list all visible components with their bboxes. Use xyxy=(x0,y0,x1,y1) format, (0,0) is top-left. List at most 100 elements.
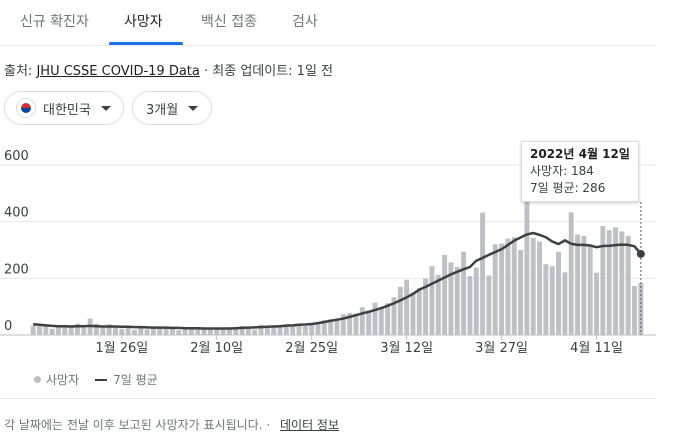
death-bar xyxy=(499,243,505,335)
legend-bar-swatch xyxy=(34,376,41,383)
death-bar xyxy=(30,325,36,335)
legend-line-swatch xyxy=(95,378,108,381)
death-bar xyxy=(239,325,245,335)
death-bar xyxy=(62,325,68,335)
death-bar xyxy=(581,235,587,335)
tooltip-date: 2022년 4월 12일 xyxy=(530,147,630,161)
death-bar xyxy=(537,241,543,335)
death-bar xyxy=(556,251,562,335)
legend-average-label: 7일 평균 xyxy=(113,373,158,387)
death-bar xyxy=(606,230,612,335)
death-bar xyxy=(575,234,580,335)
death-bar xyxy=(188,327,194,335)
country-dropdown[interactable]: 대한민국 xyxy=(4,91,124,125)
death-bar xyxy=(207,328,213,335)
death-bar xyxy=(144,329,150,335)
death-bar xyxy=(505,238,511,335)
y-tick-label: 0 xyxy=(4,319,12,334)
hover-point xyxy=(636,249,645,258)
death-bar xyxy=(530,237,536,335)
death-bar xyxy=(397,286,403,335)
death-bar xyxy=(340,314,346,335)
death-bar xyxy=(429,266,435,335)
death-bar xyxy=(492,244,498,335)
caret-down-icon xyxy=(100,105,111,111)
x-tick-label: 1월 26일 xyxy=(95,341,148,356)
death-bar xyxy=(549,266,555,335)
death-bar xyxy=(625,235,631,335)
death-bar xyxy=(587,246,593,335)
death-bar xyxy=(366,310,372,335)
death-bar xyxy=(296,324,302,335)
death-bar xyxy=(131,329,137,335)
death-bar xyxy=(613,227,618,335)
death-bar xyxy=(435,274,441,335)
death-bar xyxy=(594,272,599,335)
tooltip-deaths: 사망자: 184 xyxy=(530,164,594,178)
death-bar xyxy=(600,225,606,335)
y-tick-label: 200 xyxy=(4,262,29,277)
death-bar xyxy=(391,297,397,335)
death-bar xyxy=(334,319,340,335)
chart-legend: 사망자 7일 평균 xyxy=(34,371,158,388)
tab-deaths[interactable]: 사망자 xyxy=(124,14,163,30)
death-bar xyxy=(315,323,321,335)
death-bar xyxy=(157,327,163,335)
death-bar xyxy=(359,307,365,335)
x-tick-label: 2월 25일 xyxy=(285,341,338,356)
death-bar xyxy=(125,326,131,335)
death-bar xyxy=(302,325,308,335)
death-bar xyxy=(568,212,574,335)
period-label: 3개월 xyxy=(146,102,179,118)
y-tick-label: 400 xyxy=(4,206,29,221)
legend-deaths-label: 사망자 xyxy=(46,373,80,387)
death-bar xyxy=(328,319,334,335)
death-bar xyxy=(138,327,144,335)
tab-new-cases[interactable]: 신규 확진자 xyxy=(20,14,89,30)
death-bar xyxy=(543,264,549,335)
x-tick-label: 2월 10일 xyxy=(190,341,243,356)
seven-day-average-line xyxy=(33,231,642,330)
data-source: 출처: JHU CSSE COVID-19 Data · 최종 업데이트: 1일… xyxy=(4,60,333,79)
death-bar xyxy=(290,325,296,335)
death-bar xyxy=(150,328,156,335)
death-bar xyxy=(252,329,258,335)
south-korea-flag-icon xyxy=(16,98,36,118)
death-bar xyxy=(37,326,42,335)
death-bar xyxy=(353,313,359,335)
death-bar xyxy=(372,302,378,335)
death-bar xyxy=(100,325,106,335)
death-bar xyxy=(283,324,289,335)
death-bar xyxy=(486,275,492,335)
death-bar xyxy=(480,212,486,335)
tab-bar: 신규 확진자 사망자 백신 접종 검사 xyxy=(0,0,656,46)
caret-down-icon xyxy=(188,105,199,111)
data-info-link[interactable]: 데이터 정보 xyxy=(280,418,340,432)
death-bar xyxy=(473,267,479,335)
footnote: 각 날짜에는 전날 이후 보고된 사망자가 표시됩니다. · 데이터 정보 xyxy=(4,416,339,433)
deaths-chart[interactable]: 0 200 400 600 1월 26일 2월 10일 2월 25일 3월 12일 3월 27… xyxy=(0,0,691,370)
death-bar xyxy=(511,237,517,335)
death-bar xyxy=(169,327,175,335)
death-bar xyxy=(75,323,80,335)
death-bar xyxy=(410,292,416,335)
death-bar xyxy=(258,324,264,335)
last-updated: · 최종 업데이트: 1일 전 xyxy=(204,64,334,79)
active-tab-indicator xyxy=(109,42,183,45)
death-bar xyxy=(112,327,118,335)
period-dropdown[interactable]: 3개월 xyxy=(132,91,212,125)
death-bar xyxy=(632,285,637,335)
death-bar xyxy=(195,328,201,335)
death-bar xyxy=(56,325,61,335)
death-bar xyxy=(467,276,473,335)
death-bar xyxy=(226,328,232,335)
country-label: 대한민국 xyxy=(43,102,91,118)
divider xyxy=(0,398,656,399)
tab-tests[interactable]: 검사 xyxy=(292,14,318,30)
death-bar xyxy=(442,254,448,335)
death-bar xyxy=(378,307,384,335)
death-bar xyxy=(321,320,327,335)
death-bar xyxy=(454,267,460,335)
tab-vaccinations[interactable]: 백신 접종 xyxy=(201,14,257,30)
source-link[interactable]: JHU CSSE COVID-19 Data xyxy=(36,64,200,79)
